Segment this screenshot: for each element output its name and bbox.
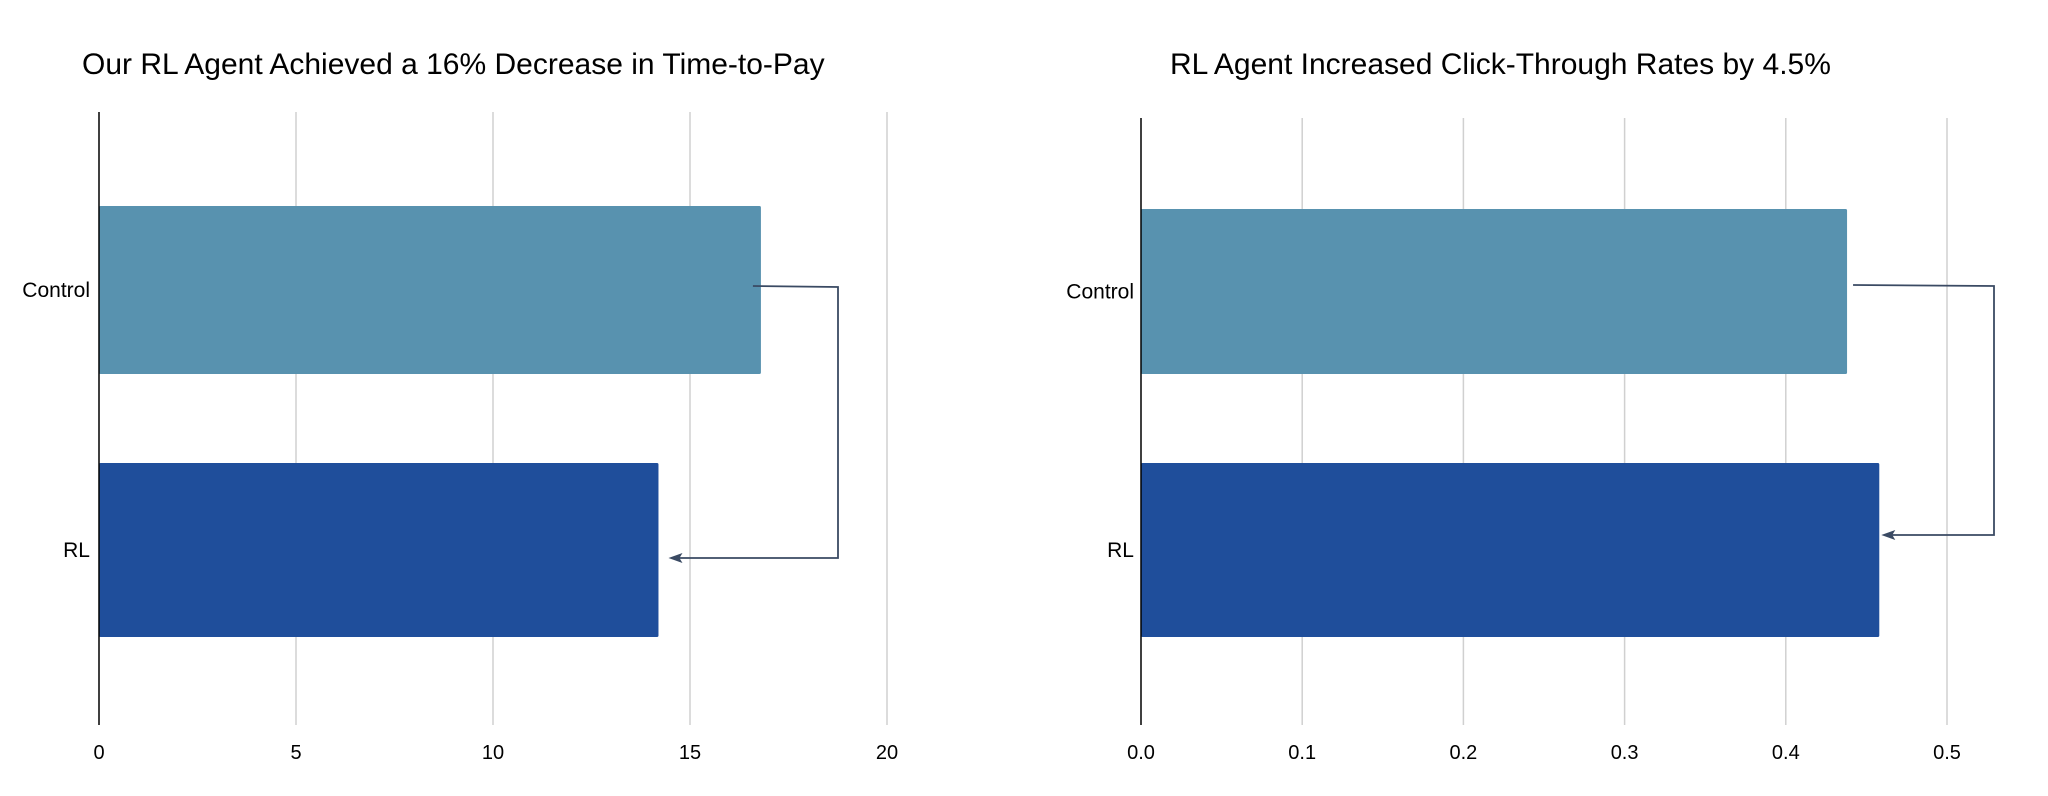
x-tick-label: 15	[679, 742, 701, 764]
x-tick-label: 5	[290, 742, 301, 764]
category-label: Control	[22, 279, 90, 302]
bar-control	[1141, 209, 1848, 374]
comparison-arrow	[1853, 284, 1995, 536]
chart-title: RL Agent Increased Click-Through Rates b…	[1170, 48, 1831, 81]
click-through-plot: 0.0 0.1 0.2 0.3 0.4 0.5 Control RL	[1066, 118, 1995, 764]
category-label: RL	[63, 539, 90, 562]
click-through-chart: RL Agent Increased Click-Through Rates b…	[1024, 0, 2048, 796]
time-to-pay-chart: Our RL Agent Achieved a 16% Decrease in …	[22, 48, 898, 764]
x-tick-label: 0.0	[1127, 742, 1155, 764]
x-tick-label: 0.2	[1449, 742, 1477, 764]
time-to-pay-plot: 0 5 10 15 20 Control RL	[22, 112, 898, 764]
bar-rl	[99, 463, 659, 637]
x-tick-label: 0.1	[1288, 742, 1316, 764]
x-tick-label: 0.4	[1772, 742, 1800, 764]
category-label: Control	[1066, 281, 1134, 304]
x-tick-label: 0.3	[1611, 742, 1639, 764]
category-label: RL	[1107, 539, 1134, 562]
bar-rl	[1141, 463, 1880, 637]
arrowhead-icon	[1881, 530, 1896, 540]
x-tick-label: 10	[482, 742, 504, 764]
x-tick-label: 0.5	[1933, 742, 1961, 764]
arrowhead-icon	[668, 553, 683, 563]
comparison-arrow	[678, 285, 839, 559]
x-tick-label: 0	[93, 742, 104, 764]
bar-control	[99, 206, 761, 374]
x-tick-label: 20	[876, 742, 898, 764]
chart-title: Our RL Agent Achieved a 16% Decrease in …	[82, 48, 825, 81]
